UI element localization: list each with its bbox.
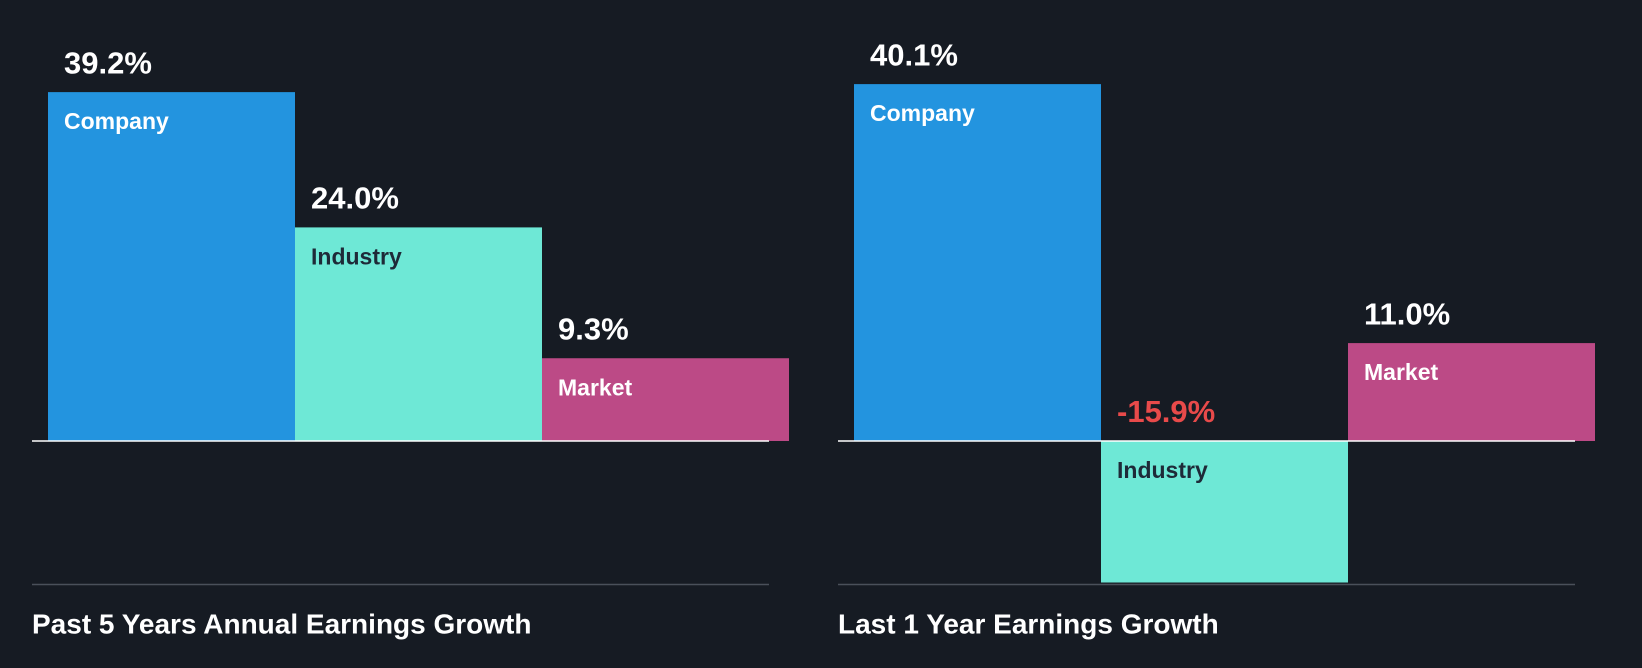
- category-label: Industry: [311, 243, 402, 269]
- category-label: Market: [558, 374, 632, 400]
- bar: [1101, 441, 1348, 583]
- bar: [48, 92, 295, 442]
- category-label: Market: [1364, 359, 1438, 385]
- category-label: Industry: [1117, 457, 1208, 483]
- value-label: 39.2%: [64, 45, 152, 80]
- value-label: 24.0%: [311, 181, 399, 216]
- value-label: 9.3%: [558, 311, 629, 346]
- chart-title: Past 5 Years Annual Earnings Growth: [32, 608, 532, 639]
- value-label: 11.0%: [1364, 296, 1450, 331]
- bar: [542, 358, 789, 441]
- category-label: Company: [64, 108, 169, 134]
- chart-title: Last 1 Year Earnings Growth: [838, 608, 1219, 639]
- category-label: Company: [870, 100, 975, 126]
- value-label: 40.1%: [870, 37, 958, 72]
- bar: [295, 227, 542, 441]
- bar: [854, 84, 1101, 442]
- value-label: -15.9%: [1117, 394, 1215, 429]
- bar: [1348, 343, 1595, 441]
